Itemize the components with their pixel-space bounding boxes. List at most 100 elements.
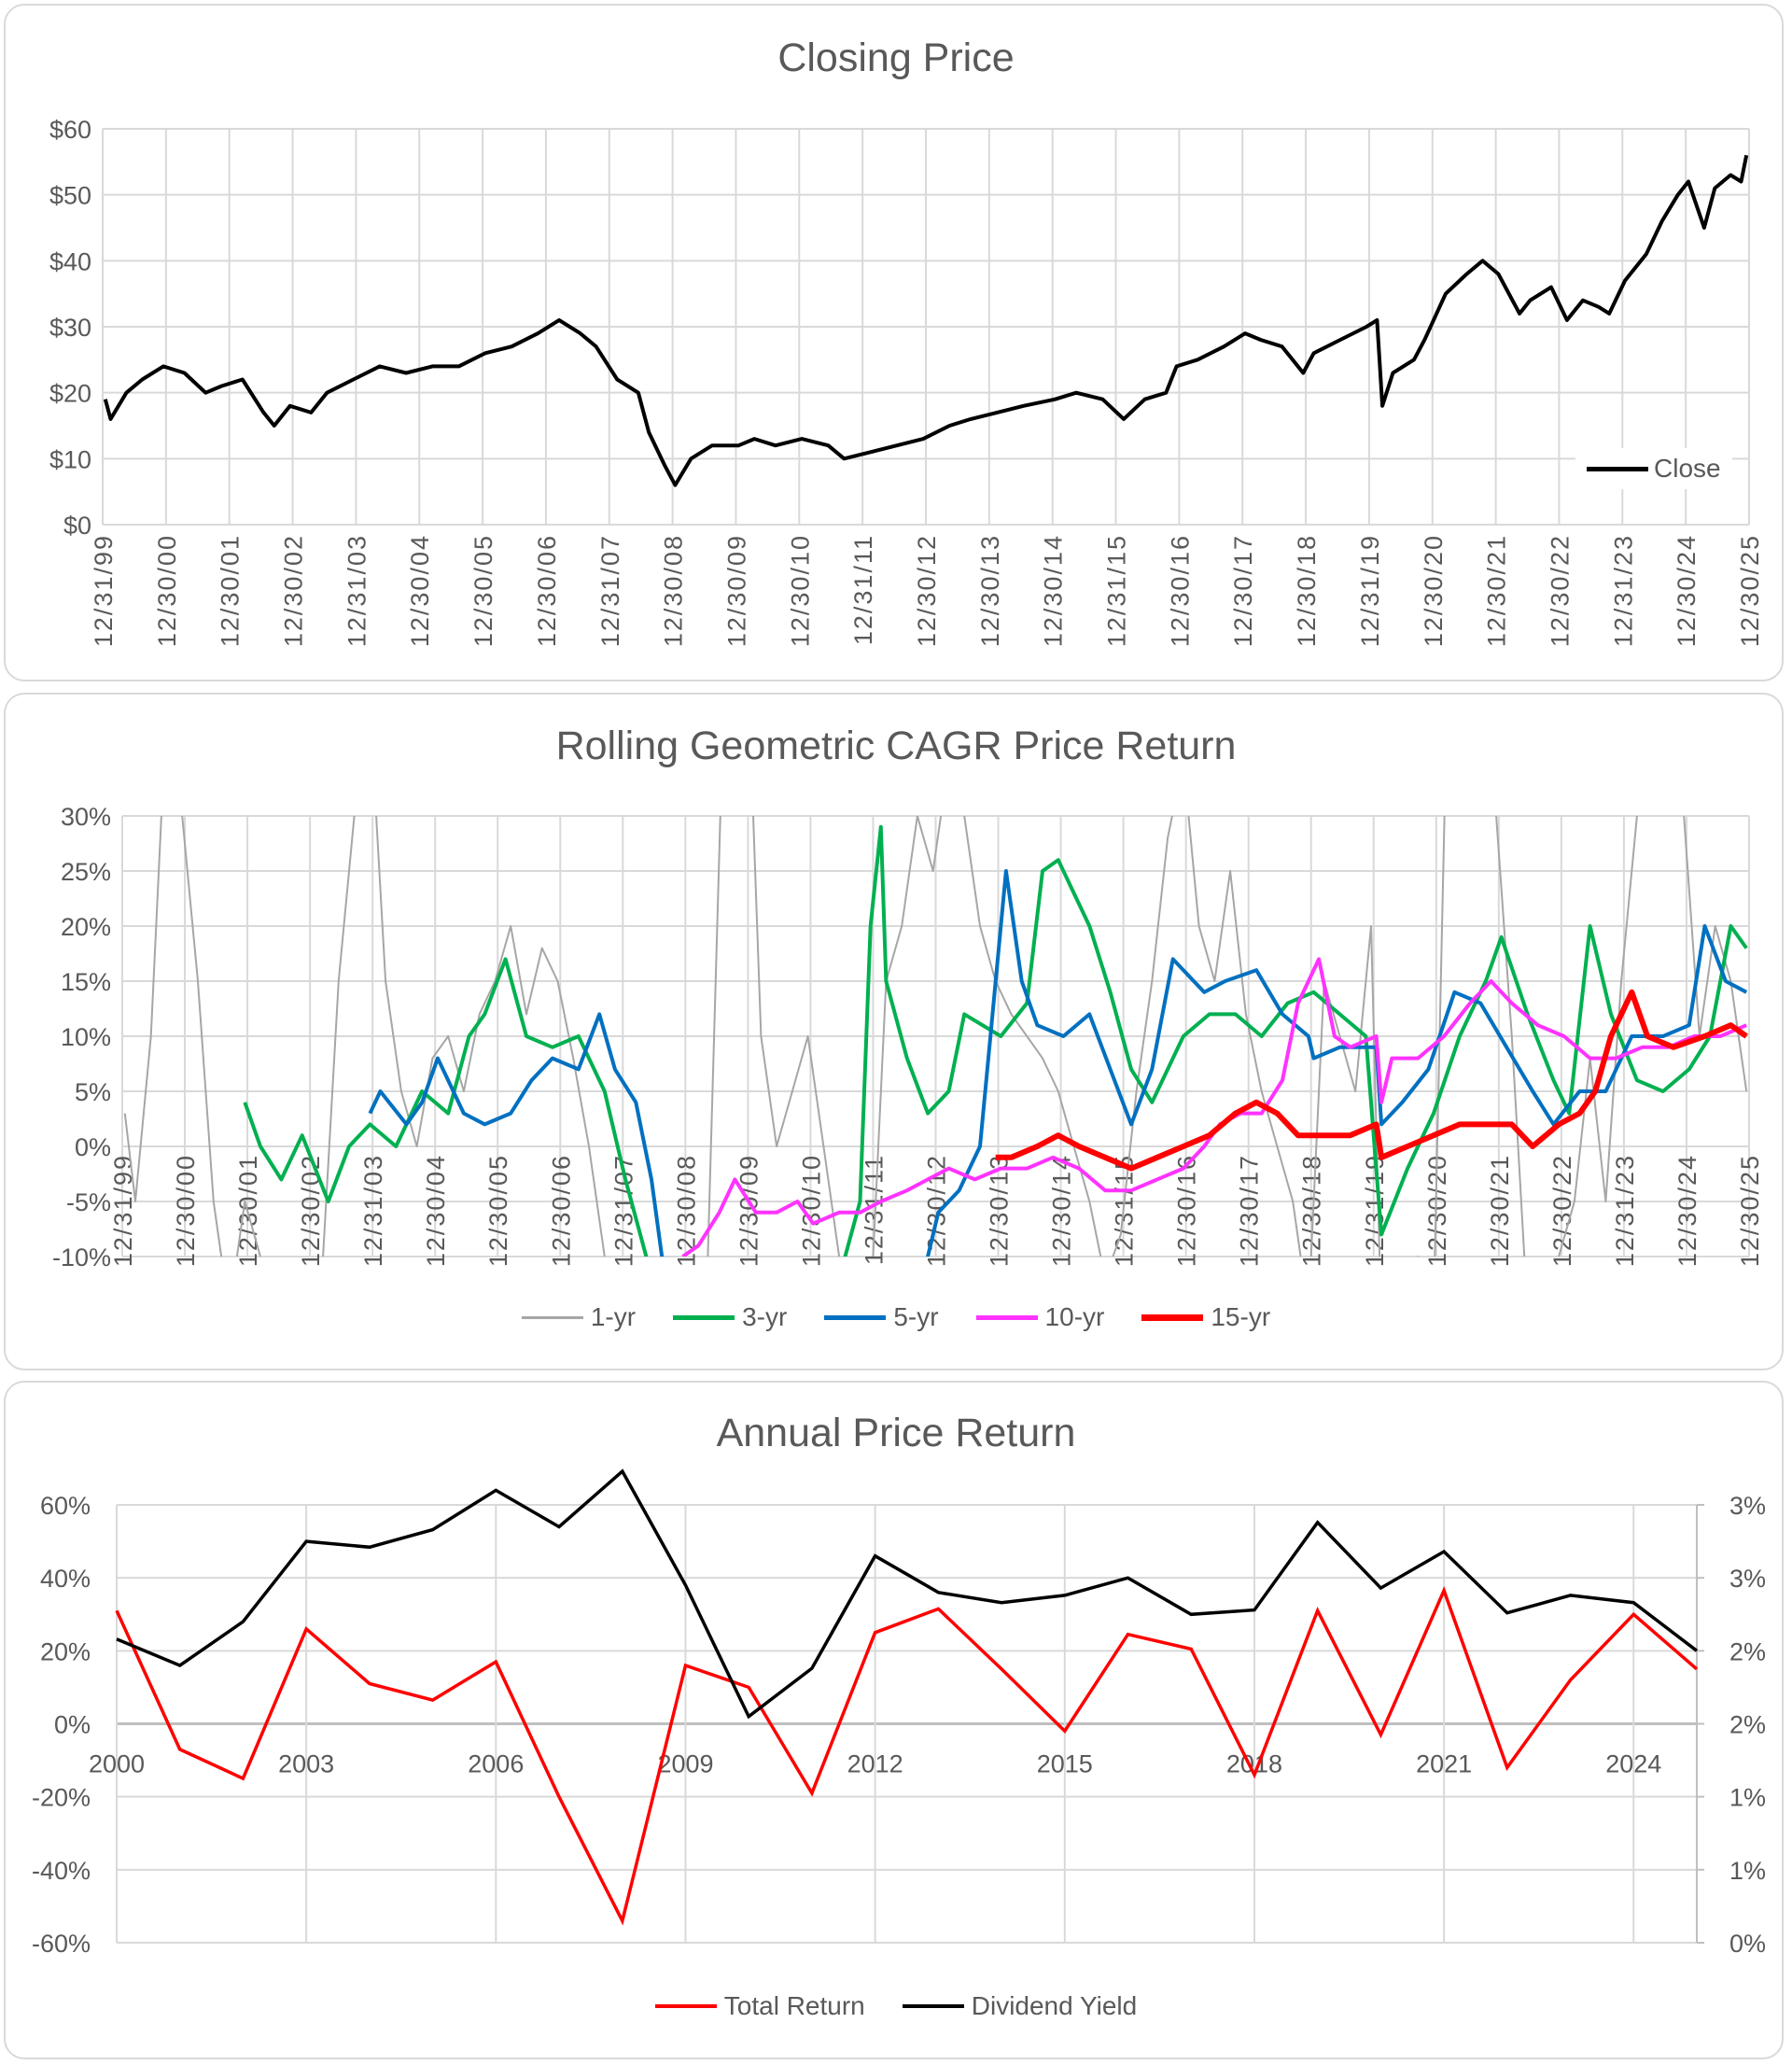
y-tick-label: $20 (49, 380, 91, 408)
chart-title-annual-return: Annual Price Return (716, 1411, 1076, 1455)
x-tick-label: 12/30/17 (1236, 1154, 1264, 1267)
x-tick-label: 12/30/24 (1673, 534, 1701, 647)
x-tick-label: 12/30/00 (172, 1154, 200, 1267)
x-tick-label: 12/30/25 (1736, 534, 1764, 647)
legend-swatch-1yr (521, 1315, 583, 1319)
x-tick-label: 12/30/16 (1166, 534, 1194, 647)
legend-label-dividend-yield: Dividend Yield (971, 1991, 1138, 2020)
y-tick-label: $40 (49, 247, 91, 275)
y-tick-label: 10% (61, 1023, 111, 1051)
legend-label-10yr: 10-yr (1044, 1302, 1105, 1331)
x-tick-label: 12/30/21 (1486, 1154, 1514, 1267)
y-tick-label: $0 (63, 512, 91, 540)
x-tick-label: 2015 (1037, 1750, 1093, 1778)
legend-label-5yr: 5-yr (893, 1302, 939, 1331)
x-tick-label: 12/30/02 (280, 534, 308, 647)
x-tick-label: 12/30/25 (1736, 1154, 1764, 1267)
x-tick-label: 12/30/00 (153, 534, 181, 647)
y-tick-label-left: -40% (32, 1857, 91, 1885)
legend-closing-price: Close (1575, 448, 1732, 489)
legend-swatch-close (1587, 466, 1648, 471)
x-tick-label: 12/31/03 (359, 1154, 387, 1267)
legend-item-10yr: 10-yr (975, 1302, 1105, 1332)
x-tick-label: 2024 (1605, 1750, 1661, 1778)
x-tick-label: 12/30/24 (1673, 1154, 1701, 1267)
legend-label-total-return: Total Return (723, 1991, 865, 2020)
y-tick-label: 15% (61, 968, 111, 996)
y-tick-label: 5% (75, 1078, 111, 1106)
legend-item-15yr: 15-yr (1141, 1302, 1270, 1332)
y-tick-label: 25% (61, 858, 111, 886)
chart-title-rolling-cagr: Rolling Geometric CAGR Price Return (555, 723, 1237, 768)
x-tick-label: 12/30/10 (786, 534, 814, 647)
x-tick-label: 12/30/13 (976, 534, 1004, 647)
y-tick-label-left: 60% (40, 1492, 91, 1520)
y-tick-label-left: 0% (54, 1711, 91, 1739)
y-tick-label-left: 40% (40, 1565, 91, 1593)
x-tick-label: 12/31/23 (1609, 534, 1637, 647)
x-tick-label: 12/30/17 (1229, 534, 1257, 647)
x-tick-label: 12/30/01 (217, 534, 245, 647)
x-tick-label: 12/31/23 (1611, 1154, 1639, 1267)
x-tick-label: 12/30/08 (660, 534, 688, 647)
x-tick-label: 12/30/06 (533, 534, 561, 647)
y-tick-label-right: 2% (1729, 1711, 1766, 1739)
x-tick-label: 12/31/99 (109, 1154, 137, 1267)
y-tick-label: 0% (75, 1133, 111, 1161)
y-tick-label-right: 3% (1729, 1492, 1766, 1520)
x-tick-label: 12/31/15 (1103, 534, 1131, 647)
y-tick-label: $30 (49, 314, 91, 342)
legend-swatch-15yr (1141, 1313, 1204, 1321)
legend-item-dividend-yield: Dividend Yield (902, 1991, 1138, 2021)
legend-label-1yr: 1-yr (590, 1302, 637, 1331)
legend-swatch-10yr (975, 1314, 1038, 1320)
x-tick-label: 12/30/09 (735, 1154, 763, 1267)
y-tick-label-right: 0% (1729, 1930, 1766, 1958)
x-tick-label: 2021 (1416, 1750, 1472, 1778)
legend-annual-return: Total Return Dividend Yield (0, 1991, 1792, 2021)
y-tick-label: 30% (61, 803, 111, 831)
x-tick-label: 12/30/05 (484, 1154, 512, 1267)
x-tick-label: 12/30/14 (1040, 534, 1068, 647)
legend-label-close: Close (1654, 454, 1721, 483)
closing-price-panel (4, 4, 1784, 681)
x-tick-label: 2003 (278, 1750, 334, 1778)
legend-swatch-total-return (654, 2004, 717, 2008)
x-tick-label: 12/30/08 (672, 1154, 700, 1267)
x-tick-label: 2009 (657, 1750, 713, 1778)
y-tick-label: -10% (52, 1243, 111, 1271)
y-tick-label: $50 (49, 182, 91, 210)
series-line-3-yr (243, 824, 1748, 1257)
legend-rolling-cagr: 1-yr 3-yr 5-yr 10-yr 15-yr (0, 1302, 1792, 1332)
y-tick-label: 20% (61, 913, 111, 941)
series-line-total-return (115, 1586, 1699, 1926)
x-tick-label: 12/31/07 (596, 534, 624, 647)
y-tick-label: -5% (66, 1188, 111, 1216)
x-tick-label: 12/31/19 (1361, 1154, 1389, 1267)
y-tick-label-left: -20% (32, 1784, 91, 1812)
x-tick-label: 12/30/05 (469, 534, 497, 647)
x-tick-label: 12/30/21 (1483, 534, 1511, 647)
x-tick-label: 12/30/06 (547, 1154, 575, 1267)
x-tick-label: 12/30/02 (297, 1154, 325, 1267)
y-tick-label-left: -60% (32, 1930, 91, 1958)
x-tick-label: 12/30/14 (1048, 1154, 1076, 1267)
y-tick-label: $10 (49, 445, 91, 473)
y-tick-label-right: 2% (1729, 1637, 1766, 1665)
legend-swatch-3yr (673, 1314, 735, 1320)
series-line-close (103, 154, 1749, 487)
legend-label-3yr: 3-yr (742, 1302, 788, 1331)
x-tick-label: 12/30/09 (722, 534, 750, 647)
x-tick-label: 12/30/04 (422, 1154, 450, 1267)
x-tick-label: 12/31/99 (90, 534, 118, 647)
legend-label-15yr: 15-yr (1211, 1302, 1271, 1331)
x-tick-label: 12/31/03 (343, 534, 371, 647)
legend-swatch-5yr (824, 1314, 887, 1320)
y-tick-label: $60 (49, 116, 91, 144)
legend-item-total-return: Total Return (654, 1991, 865, 2021)
x-tick-label: 12/30/18 (1293, 534, 1321, 647)
y-tick-label-right: 1% (1729, 1784, 1766, 1812)
legend-swatch-dividend-yield (902, 2004, 964, 2008)
y-tick-label-right: 1% (1729, 1857, 1766, 1885)
